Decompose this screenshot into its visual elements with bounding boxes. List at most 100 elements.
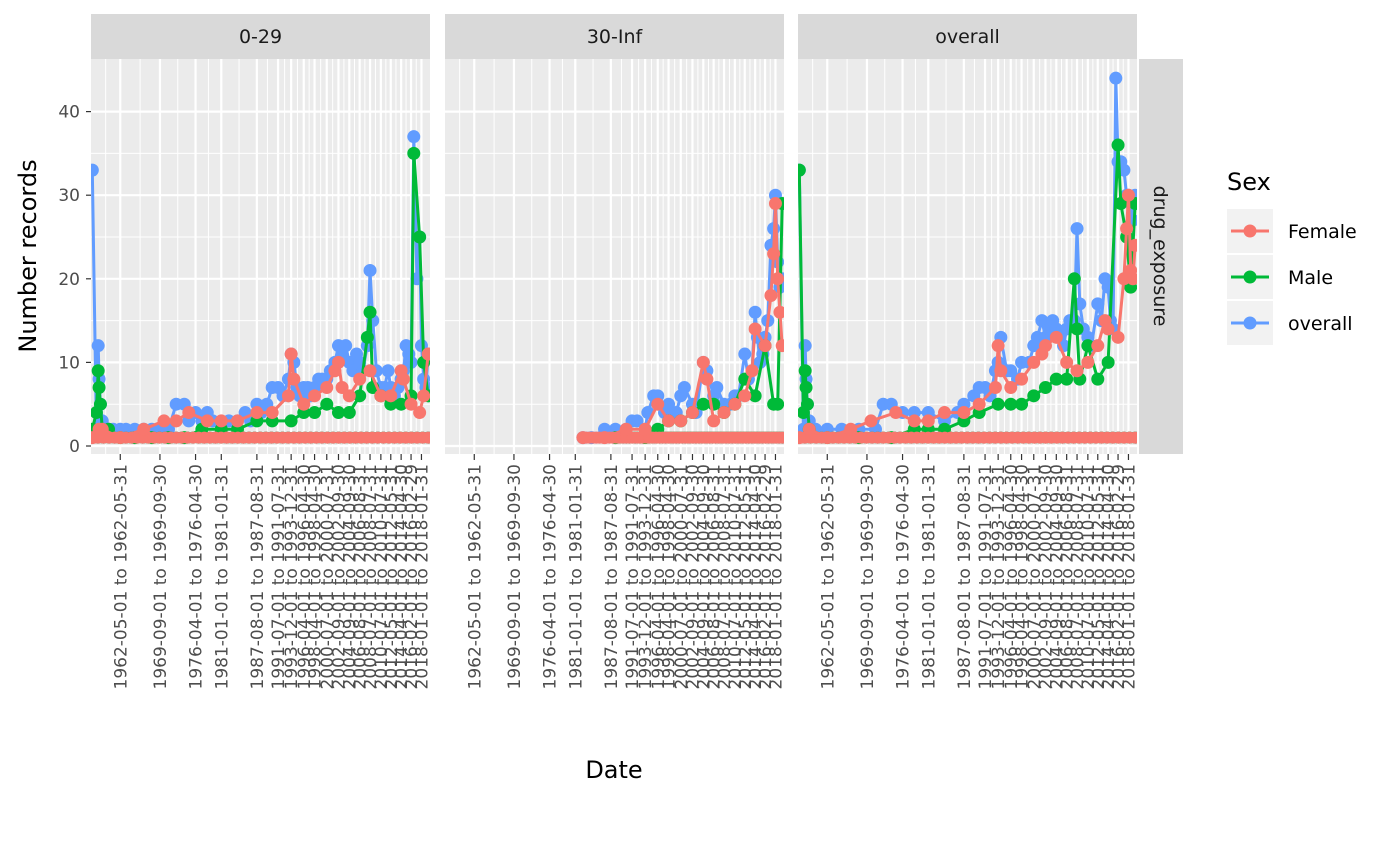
data-point [1067, 272, 1081, 286]
data-point [91, 163, 99, 177]
data-point [1070, 364, 1084, 378]
data-point [1091, 372, 1105, 386]
series-female-baseline [798, 431, 1137, 444]
data-point [91, 364, 105, 378]
x-tick-label: 2002-09-01 to 2002-09-30 [683, 464, 703, 689]
series-layer [576, 188, 784, 445]
data-point [758, 339, 772, 353]
data-point [92, 380, 106, 394]
data-point [717, 406, 731, 420]
data-point [630, 414, 644, 428]
data-point [696, 355, 710, 369]
data-point [381, 364, 395, 378]
data-point [407, 130, 421, 144]
data-point [1004, 397, 1018, 411]
y-tick-label: 40 [58, 103, 80, 123]
y-tick-label: 20 [58, 270, 80, 290]
x-tick-label: 1987-08-01 to 1987-08-31 [955, 464, 975, 689]
data-point [798, 431, 806, 445]
data-point [972, 397, 986, 411]
data-point [1049, 372, 1063, 386]
data-point [576, 431, 590, 445]
data-point [745, 364, 759, 378]
data-point [297, 397, 311, 411]
x-tick-label: 1991-07-01 to 1991-07-31 [976, 464, 996, 689]
x-tick-label: 1991-07-01 to 1991-07-31 [269, 464, 289, 689]
x-tick-label: 2000-07-01 to 2000-07-31 [1025, 464, 1045, 689]
data-point [651, 397, 665, 411]
data-point [907, 414, 921, 428]
x-tick-label: 2016-02-01 to 2016-02-29 [402, 464, 422, 689]
x-tick-label: 1998-04-01 to 1998-04-30 [306, 464, 326, 689]
data-point [1101, 322, 1115, 336]
data-point [417, 389, 430, 403]
data-point [331, 355, 345, 369]
data-point [342, 406, 356, 420]
data-point [802, 422, 816, 436]
data-point [113, 431, 127, 445]
x-tick-label: 2002-09-01 to 2002-09-30 [1036, 464, 1056, 689]
data-point [353, 389, 367, 403]
x-tick-label: 1998-04-01 to 1998-04-30 [660, 464, 680, 689]
facet-panel: overall 1962-05-01 to 1962-05-31 1969-09-0… [798, 14, 1139, 689]
data-point [231, 414, 245, 428]
data-point [1111, 138, 1125, 152]
data-point [157, 414, 171, 428]
x-tick-label: 2008-07-01 to 2008-07-31 [715, 464, 735, 689]
facet-panel: 30-Inf 1962-05-01 to 1962-05-31 1969-09-01… [445, 14, 786, 689]
data-point [1109, 71, 1123, 85]
data-point [1060, 372, 1074, 386]
series-layer [91, 130, 430, 445]
data-point [407, 146, 421, 160]
data-point [91, 339, 105, 353]
x-tick-label: 2014-04-01 to 2014-04-30 [746, 464, 766, 689]
data-point [738, 347, 752, 361]
data-point [1070, 222, 1084, 236]
data-point [748, 389, 762, 403]
data-point [320, 397, 334, 411]
x-tick-label: 1962-05-01 to 1962-05-31 [465, 464, 485, 689]
x-tick-label: 2012-05-01 to 2012-05-31 [1089, 464, 1109, 689]
data-point [1114, 197, 1128, 211]
data-point [284, 414, 298, 428]
data-point [1111, 330, 1125, 344]
data-point [1015, 397, 1029, 411]
row-strip: drug_exposure [1139, 59, 1183, 454]
data-point [798, 339, 812, 353]
x-tick-label: 1981-01-01 to 1981-01-31 [212, 464, 232, 689]
x-tick-label: 1996-04-01 to 1996-04-30 [1002, 464, 1022, 689]
x-tick-label: 2012-05-01 to 2012-05-31 [382, 464, 402, 689]
x-tick-label: 1996-04-01 to 1996-04-30 [649, 464, 669, 689]
data-point [363, 364, 377, 378]
data-point [938, 406, 952, 420]
facet-strip-label: overall [935, 26, 1000, 48]
x-tick-label: 2000-07-01 to 2000-07-31 [318, 464, 338, 689]
data-point [342, 389, 356, 403]
data-point [1126, 272, 1137, 286]
data-point [1101, 355, 1115, 369]
data-point [864, 414, 878, 428]
data-point [662, 397, 676, 411]
data-point [710, 380, 724, 394]
data-point [957, 406, 971, 420]
data-point [748, 322, 762, 336]
data-point [1091, 297, 1105, 311]
data-point [250, 406, 264, 420]
data-point [360, 330, 374, 344]
x-tick-label: 1976-04-01 to 1976-04-30 [894, 464, 914, 689]
data-point [988, 380, 1002, 394]
data-point [844, 422, 858, 436]
x-tick-label: 1981-01-01 to 1981-01-31 [566, 464, 586, 689]
data-point [200, 414, 214, 428]
x-tick-label: 2018-01-01 to 2018-01-31 [1119, 464, 1139, 689]
legend-key-point [1243, 270, 1257, 284]
data-point [137, 422, 151, 436]
x-tick-label: 2004-09-01 to 2004-09-30 [694, 464, 714, 689]
data-point [771, 397, 784, 411]
data-point [619, 422, 633, 436]
series-female-baseline [91, 431, 430, 444]
x-tick-label: 2006-08-01 to 2006-08-31 [705, 464, 725, 689]
data-point [1070, 322, 1084, 336]
data-point [728, 397, 742, 411]
